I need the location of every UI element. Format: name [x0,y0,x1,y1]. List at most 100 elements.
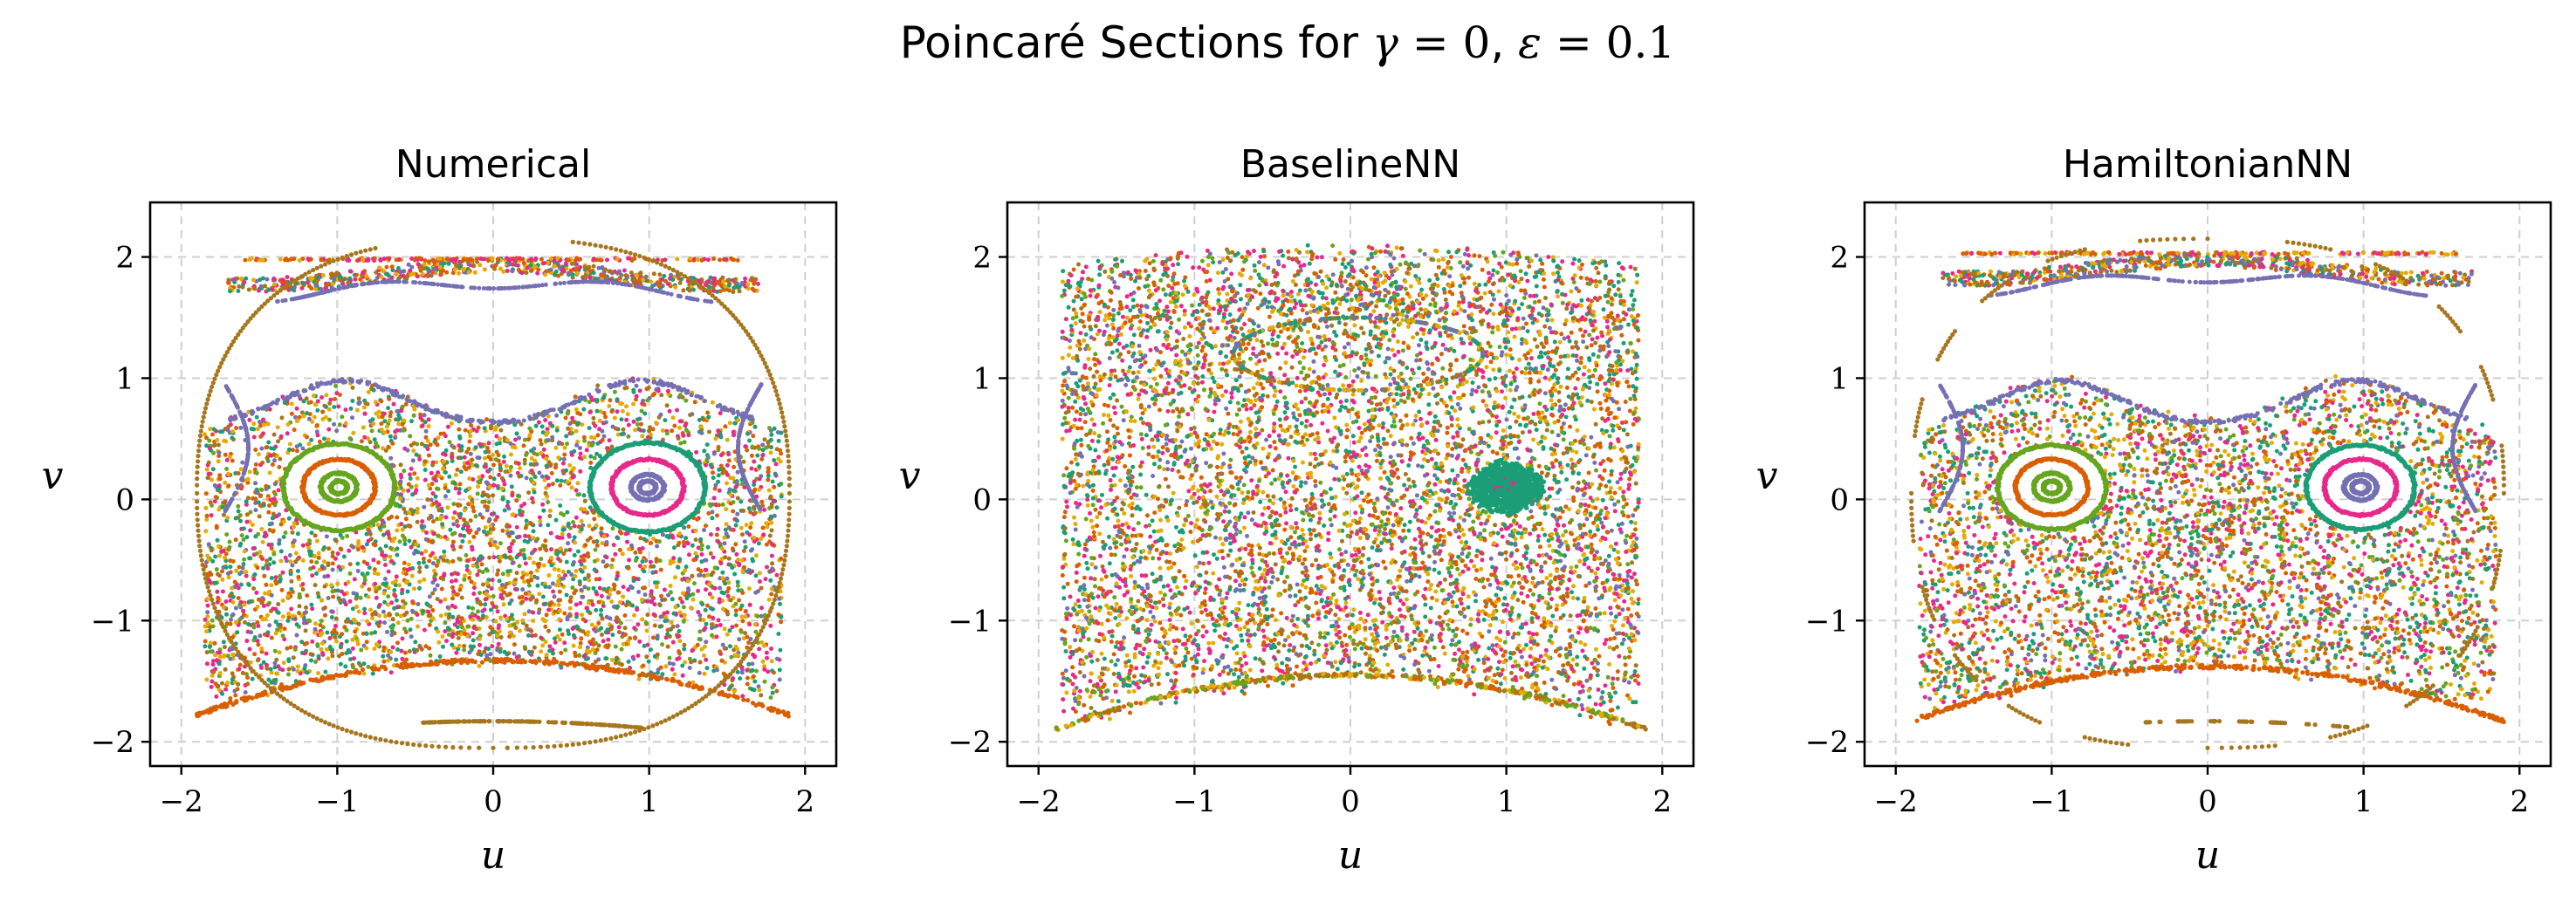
data-point [520,570,526,575]
data-point [481,286,486,291]
data-point [428,442,433,448]
data-point [422,443,428,448]
data-point [285,646,290,651]
data-point [690,543,695,548]
data-point [343,602,348,607]
data-point [541,563,546,568]
data-point [725,472,730,477]
data-point [461,257,466,262]
data-point [659,593,664,599]
data-point [390,441,395,446]
data-point [768,695,773,701]
data-point [421,556,426,561]
data-point [737,637,742,642]
data-point [631,656,636,661]
data-point [500,528,505,533]
data-point [620,551,625,557]
data-point [653,570,658,575]
data-point [308,652,313,657]
data-point [251,421,257,427]
data-point [757,487,761,492]
data-point [580,594,585,599]
data-point [344,627,349,633]
data-point [648,287,653,292]
data-point [540,643,546,648]
data-point [767,506,772,510]
data-point [482,649,487,654]
data-point [364,274,369,278]
data-point [607,404,612,408]
data-point [223,551,229,557]
data-point [526,284,532,289]
data-point [703,626,708,631]
data-point [578,600,583,605]
data-point [325,630,330,635]
data-point [317,439,322,444]
data-point [596,599,601,605]
data-point [635,622,641,627]
data-point [468,428,473,434]
data-point [718,649,723,654]
data-point [477,663,482,668]
data-point [400,636,405,641]
data-point [376,624,381,628]
data-point [417,565,422,571]
data-point [733,601,738,606]
data-point [604,614,609,619]
data-point [366,281,370,286]
data-point [497,436,502,441]
data-point [275,425,280,430]
data-point [585,510,590,516]
data-point [476,557,481,562]
data-point [583,543,588,548]
data-point [510,612,514,618]
data-point [695,642,700,647]
data-point [600,616,605,621]
data-point [254,590,259,595]
data-point [371,542,376,547]
data-point [711,451,717,456]
data-point [463,573,467,578]
data-point [580,612,584,618]
data-point [571,466,576,471]
data-point [717,599,722,605]
data-point [749,466,754,471]
data-point [651,380,656,385]
data-point [450,516,456,521]
data-point [450,596,455,601]
data-point [535,576,540,580]
data-point [484,653,490,658]
data-point [702,528,706,532]
data-point [215,589,220,594]
data-point [214,694,219,699]
data-point [778,647,783,653]
data-point [267,600,272,605]
data-point [301,399,306,404]
data-point [203,639,208,644]
data-point [430,491,436,496]
data-point [430,616,436,621]
data-point [547,508,553,513]
data-point [208,571,212,575]
data-point [543,272,548,277]
data-point [642,569,647,574]
data-point [381,591,387,596]
data-point [748,548,753,553]
data-point [252,635,258,640]
data-point [626,659,631,664]
data-point [563,261,568,266]
data-point [651,271,656,277]
data-point [268,557,272,561]
data-point [567,462,573,468]
data-point [608,269,613,274]
data-point [320,409,326,414]
data-point [753,277,759,282]
data-point [603,414,608,420]
data-point [316,275,321,280]
data-point [683,536,689,541]
data-point [206,460,211,465]
data-point [609,657,615,662]
data-point [629,270,634,275]
data-point [443,629,448,634]
data-point [702,653,706,658]
